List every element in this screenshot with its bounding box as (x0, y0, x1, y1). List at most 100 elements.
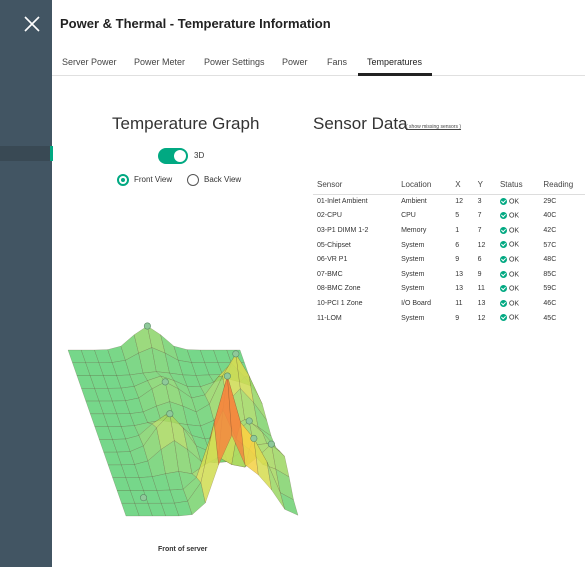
table-row[interactable]: 05-Chipset System 6 12 OK 57C (313, 238, 585, 253)
status-text: OK (508, 270, 520, 278)
cell-reading: 29C (543, 198, 557, 206)
sensor-marker[interactable] (267, 440, 275, 448)
cell-x: 13 (455, 270, 464, 278)
3d-toggle-label: 3D (194, 151, 205, 160)
cell-x: 11 (455, 299, 463, 307)
nav-rail (0, 0, 53, 567)
column-header-sensor[interactable]: Sensor (313, 176, 398, 195)
check-circle-icon (499, 314, 507, 322)
tab-bar: Server Power Power Meter Power Settings … (52, 52, 585, 76)
surface-cell (279, 492, 299, 516)
sensor-marker[interactable] (250, 434, 258, 442)
cell-x: 9 (455, 314, 460, 322)
column-header-location[interactable]: Location (397, 176, 452, 195)
cell-location: System (401, 314, 425, 322)
back-view-label: Back View (204, 175, 242, 184)
cell-location: Memory (401, 226, 427, 234)
cell-status: OK (496, 223, 539, 238)
table-row[interactable]: 01-Inlet Ambient Ambient 12 3 OK 29C (313, 194, 585, 209)
cell-x: 6 (455, 241, 460, 249)
cell-reading: 48C (543, 256, 557, 264)
table-row[interactable]: 08-BMC Zone System 13 11 OK 59C (313, 282, 585, 297)
nav-rail-selected-item[interactable] (0, 146, 52, 161)
sensor-marker[interactable] (143, 322, 151, 330)
column-header-status[interactable]: Status (495, 176, 540, 195)
cell-status: OK (496, 252, 539, 267)
3d-toggle[interactable] (158, 148, 188, 164)
cell-location: System (401, 241, 425, 249)
cell-status: OK (496, 209, 539, 224)
sensor-marker[interactable] (166, 410, 174, 418)
table-row[interactable]: 07-BMC System 13 9 OK 85C (313, 267, 585, 282)
check-circle-icon (499, 299, 507, 307)
front-of-server-label: Front of server (158, 546, 208, 553)
sensor-marker[interactable] (245, 417, 253, 425)
tab-power-meter[interactable]: Power Meter (134, 57, 186, 67)
cell-x: 1 (455, 226, 460, 234)
table-row[interactable]: 11-LOM System 9 12 OK 45C (313, 311, 585, 326)
cell-y: 9 (477, 270, 482, 278)
sensor-marker[interactable] (161, 378, 169, 386)
cell-reading: 40C (543, 212, 557, 220)
cell-y: 13 (477, 299, 486, 307)
status-text: OK (508, 300, 520, 308)
sensor-marker[interactable] (223, 372, 231, 380)
front-view-radio[interactable] (117, 174, 129, 186)
tab-power[interactable]: Power (282, 57, 308, 67)
cell-status: OK (496, 311, 539, 326)
status-text: OK (508, 314, 520, 322)
tab-power-settings[interactable]: Power Settings (204, 57, 265, 67)
tab-fans[interactable]: Fans (327, 57, 348, 67)
cell-y: 11 (477, 285, 485, 293)
front-view-label: Front View (134, 175, 173, 184)
cell-reading: 42C (543, 226, 557, 234)
cell-location: System (401, 270, 425, 278)
cell-x: 13 (455, 285, 464, 293)
status-text: OK (508, 212, 520, 220)
cell-location: I/O Board (401, 299, 432, 307)
cell-x: 5 (455, 212, 460, 220)
cell-location: System (401, 256, 425, 264)
cell-status: OK (496, 282, 539, 297)
table-row[interactable]: 10-PCI 1 Zone I/O Board 11 13 OK 46C (313, 296, 585, 311)
check-circle-icon (499, 270, 507, 278)
table-row[interactable]: 06-VR P1 System 9 6 OK 48C (313, 252, 585, 267)
cell-sensor: 08-BMC Zone (317, 285, 361, 293)
cell-reading: 46C (543, 299, 557, 307)
cell-y: 7 (477, 226, 482, 234)
cell-location: CPU (401, 212, 416, 220)
cell-sensor: 06-VR P1 (317, 256, 348, 264)
cell-y: 3 (477, 198, 482, 206)
cell-y: 7 (477, 212, 482, 220)
cell-sensor: 01-Inlet Ambient (317, 198, 368, 206)
column-header-y[interactable]: Y (473, 176, 496, 195)
toggle-knob (174, 150, 186, 162)
sensor-marker[interactable] (232, 350, 240, 358)
close-icon[interactable] (22, 14, 42, 34)
cell-status: OK (496, 267, 539, 282)
column-header-reading[interactable]: Reading (539, 176, 585, 195)
check-circle-icon (499, 241, 507, 249)
temperature-surface-3d[interactable] (60, 262, 308, 524)
cell-location: Ambient (401, 198, 427, 206)
cell-status: OK (496, 296, 539, 311)
active-tab-indicator (358, 73, 432, 76)
table-row[interactable]: 03-P1 DIMM 1-2 Memory 1 7 OK 42C (313, 223, 585, 238)
cell-reading: 85C (543, 270, 557, 278)
cell-reading: 57C (543, 241, 557, 249)
sensor-table-header: Sensor Location X Y Status Reading (313, 176, 585, 195)
check-circle-icon (499, 212, 507, 220)
sensor-marker[interactable] (140, 494, 148, 502)
table-row[interactable]: 02-CPU CPU 5 7 OK 40C (313, 209, 585, 224)
tab-temperatures[interactable]: Temperatures (367, 57, 423, 67)
tab-server-power[interactable]: Server Power (62, 57, 117, 67)
back-view-radio[interactable] (187, 174, 199, 186)
page-title: Power & Thermal - Temperature Informatio… (60, 16, 331, 31)
show-missing-sensors-link[interactable]: ( show missing sensors ) (406, 124, 462, 130)
cell-location: System (401, 285, 425, 293)
sensor-table: Sensor Location X Y Status Reading 01-In… (313, 176, 585, 325)
cell-reading: 59C (543, 285, 557, 293)
column-header-x[interactable]: X (451, 176, 474, 195)
graph-title: Temperature Graph (112, 114, 260, 133)
cell-sensor: 03-P1 DIMM 1-2 (317, 226, 369, 234)
